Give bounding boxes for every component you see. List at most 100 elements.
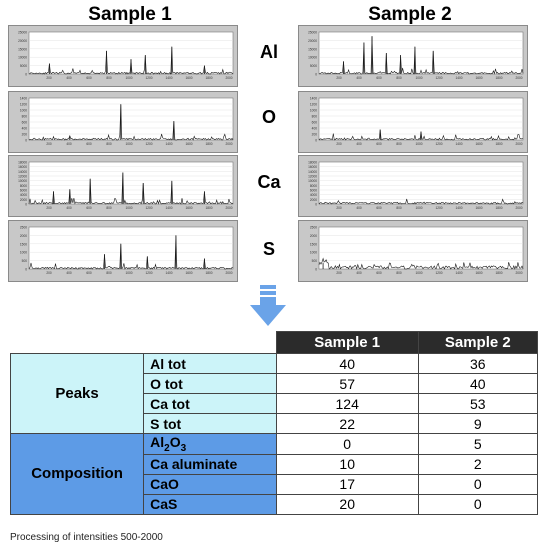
x-tick-label: 1800	[205, 76, 212, 80]
cell-cao-s1: 17	[275, 473, 419, 495]
spectrum-plot: 25000 20000 15000 10000 5000 0 200 400 600 800 100…	[18, 31, 234, 80]
y-tick-label: 0	[315, 139, 317, 143]
x-tick-label: 1400	[165, 206, 172, 210]
x-tick-label: 1000	[125, 206, 132, 210]
column-header-sample2: Sample 2	[417, 331, 538, 354]
cell-ca-tot-s1: 124	[275, 393, 419, 414]
y-tick-label: 15000	[18, 47, 27, 51]
table-corner	[11, 332, 144, 354]
y-tick-label: 800	[312, 115, 318, 119]
y-tick-label: 600	[312, 121, 318, 125]
x-tick-label: 1000	[125, 76, 132, 80]
spectrum-panel-sample1-ca: 18000 16000 14000 12000 10000 8000 6000 4000 200…	[8, 155, 238, 217]
spectrum-panel-sample2-al: 25000 20000 15000 10000 5000 0 200 400 600 800 100…	[298, 25, 528, 87]
y-tick-label: 25000	[18, 31, 27, 35]
x-tick-label: 2000	[225, 76, 232, 80]
footnote: Processing of intensities 500-2000	[10, 532, 163, 543]
y-tick-label: 200	[312, 133, 318, 137]
x-tick-label: 2000	[515, 271, 522, 275]
x-tick-label: 1600	[185, 76, 192, 80]
cell-cas-s1: 20	[275, 493, 419, 515]
cell-al-tot-s1: 40	[275, 353, 419, 374]
x-tick-label: 1200	[435, 271, 442, 275]
x-tick-label: 1400	[165, 76, 172, 80]
y-tick-label: 20000	[308, 39, 317, 43]
element-label-o: O	[261, 107, 276, 127]
plot-area	[318, 226, 524, 270]
x-tick-label: 200	[336, 76, 342, 80]
cell-o-tot-s2: 40	[417, 373, 538, 394]
x-tick-label: 200	[46, 76, 52, 80]
y-tick-label: 0	[25, 203, 27, 207]
x-tick-label: 1600	[475, 76, 482, 80]
x-tick-label: 600	[86, 271, 92, 275]
spectrum-plot: 25000 20000 15000 10000 5000 0 200 400 600 800 100…	[308, 31, 524, 80]
column-header-sample1: Sample 1	[275, 331, 419, 354]
y-tick-label: 2000	[310, 198, 317, 202]
x-tick-label: 1000	[125, 271, 132, 275]
row-label-ca-tot: Ca tot	[143, 393, 277, 414]
x-tick-label: 1000	[125, 142, 132, 146]
y-tick-label: 10000	[308, 179, 317, 183]
spectrum-plot: 1800016000140001200010000800060004000200…	[308, 161, 524, 210]
x-tick-label: 800	[396, 142, 402, 146]
y-tick-label: 600	[22, 121, 28, 125]
y-tick-label: 1500	[20, 242, 27, 246]
x-tick-label: 1400	[165, 271, 172, 275]
y-tick-label: 400	[312, 127, 318, 131]
row-label-al2o3: Al2O3	[143, 433, 277, 455]
cell-ca-tot-s2: 53	[417, 393, 538, 414]
y-tick-label: 4000	[20, 193, 27, 197]
y-tick-label: 500	[312, 259, 318, 263]
cell-al-tot-s2: 36	[417, 353, 538, 374]
y-tick-label: 200	[22, 133, 28, 137]
y-tick-label: 10000	[18, 56, 27, 60]
cell-al2o3-s1: 0	[275, 433, 419, 455]
x-tick-label: 1800	[495, 142, 502, 146]
y-tick-label: 5000	[20, 64, 27, 68]
cell-ca-aluminate-s1: 10	[275, 453, 419, 475]
y-tick-label: 18000	[308, 161, 317, 165]
y-tick-label: 12000	[18, 175, 27, 179]
x-tick-label: 800	[106, 271, 112, 275]
x-tick-label: 600	[86, 142, 92, 146]
spectrum-panel-sample1-al: 25000 20000 15000 10000 5000 0 200 400 600 800 100…	[8, 25, 238, 87]
y-tick-label: 800	[22, 115, 28, 119]
spectrum-plot: 1800016000140001200010000800060004000200…	[18, 161, 234, 210]
x-tick-label: 1800	[205, 206, 212, 210]
x-tick-label: 1600	[475, 206, 482, 210]
x-tick-label: 800	[396, 206, 402, 210]
y-tick-label: 2500	[20, 226, 27, 230]
x-tick-label: 1400	[455, 142, 462, 146]
spectrum-trace	[318, 257, 524, 270]
x-tick-label: 600	[376, 271, 382, 275]
x-tick-label: 1200	[435, 206, 442, 210]
x-tick-label: 1800	[205, 142, 212, 146]
cell-ca-aluminate-s2: 2	[417, 453, 538, 475]
y-tick-label: 25000	[308, 31, 317, 35]
plot-area	[28, 161, 234, 205]
x-tick-label: 1800	[495, 271, 502, 275]
table-corner	[144, 332, 277, 354]
x-tick-label: 1600	[185, 271, 192, 275]
x-tick-label: 800	[396, 76, 402, 80]
y-tick-label: 0	[315, 73, 317, 77]
cell-s-tot-s2: 9	[417, 413, 538, 434]
x-tick-label: 2000	[225, 271, 232, 275]
x-tick-label: 400	[356, 76, 362, 80]
spectrum-trace	[28, 104, 234, 141]
spectrum-panel-sample1-s: 2500 2000 1500 1000 500 0 200 400 600 800 1000 1200…	[8, 220, 238, 282]
x-tick-label: 1200	[145, 271, 152, 275]
x-tick-label: 1400	[455, 271, 462, 275]
x-tick-label: 1800	[205, 271, 212, 275]
x-tick-label: 600	[376, 142, 382, 146]
down-arrow-icon	[250, 285, 286, 326]
y-tick-label: 0	[25, 268, 27, 272]
x-tick-label: 200	[336, 206, 342, 210]
spectrum-trace	[28, 172, 234, 205]
spectrum-trace	[318, 36, 524, 75]
spectrum-panel-sample1-o: 1400 1200 1000 800 600 400 200 0 200 400 600 800 100…	[8, 91, 238, 153]
y-tick-label: 8000	[20, 184, 27, 188]
x-tick-label: 1000	[415, 271, 422, 275]
x-tick-label: 400	[66, 206, 72, 210]
